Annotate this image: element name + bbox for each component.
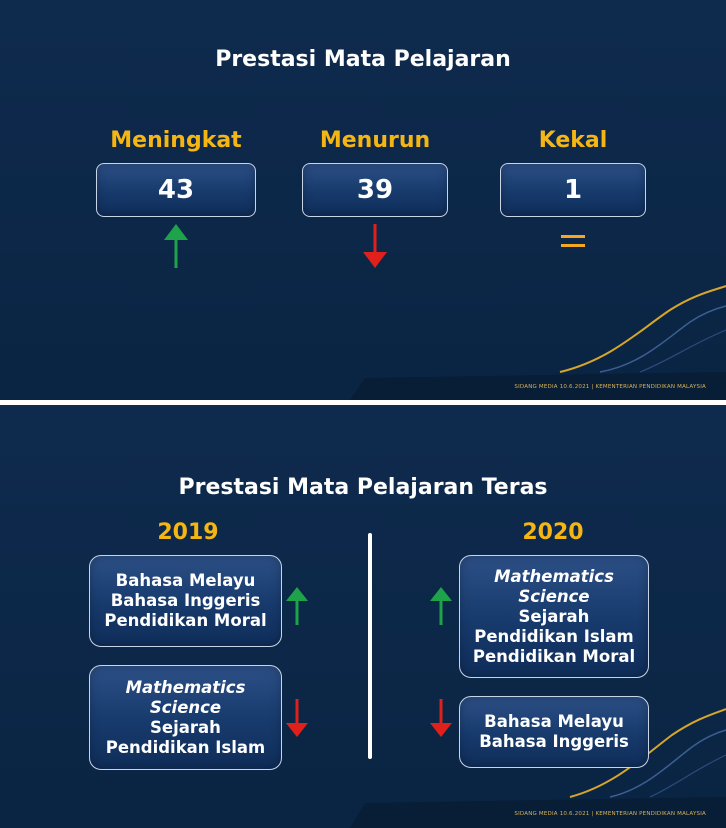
subject-item: Bahasa Melayu bbox=[484, 712, 624, 731]
subject-item: Mathematics bbox=[494, 566, 614, 586]
arrow-down-icon bbox=[430, 699, 452, 737]
stat-label-unchanged: Kekal bbox=[538, 128, 608, 153]
arrow-up-icon bbox=[430, 587, 452, 625]
subjects-2020-increased: Mathematics Science Sejarah Pendidikan I… bbox=[459, 555, 649, 678]
stat-label-increased: Meningkat bbox=[110, 128, 242, 153]
arrow-down-icon bbox=[363, 224, 387, 268]
arrow-down-icon bbox=[286, 699, 308, 737]
year-2019-label: 2019 bbox=[157, 520, 219, 545]
slide-core-subject-performance: Prestasi Mata Pelajaran Teras 2019 2020 … bbox=[0, 405, 726, 828]
stat-value-increased: 43 bbox=[96, 163, 256, 217]
subject-item: Sejarah bbox=[518, 606, 590, 626]
footer-caption: SIDANG MEDIA 10.6.2021 | KEMENTERIAN PEN… bbox=[514, 384, 706, 390]
arrow-up-icon bbox=[164, 224, 188, 268]
subject-item: Sejarah bbox=[150, 717, 221, 737]
subject-item: Bahasa Melayu bbox=[115, 571, 256, 590]
slide-subject-performance: Prestasi Mata Pelajaran Meningkat 43 Men… bbox=[0, 0, 726, 400]
subject-item: Science bbox=[149, 697, 222, 717]
subject-item: Pendidikan Moral bbox=[472, 646, 636, 666]
subject-item: Pendidikan Moral bbox=[104, 611, 267, 630]
subject-item: Pendidikan Islam bbox=[105, 737, 266, 757]
arrow-up-icon bbox=[286, 587, 308, 625]
subject-item: Bahasa Inggeris bbox=[479, 732, 629, 751]
subjects-2019-decreased: Mathematics Science Sejarah Pendidikan I… bbox=[89, 665, 282, 770]
subject-item: Bahasa Inggeris bbox=[110, 591, 261, 610]
subject-item: Pendidikan Islam bbox=[474, 626, 634, 646]
stat-value-unchanged: 1 bbox=[500, 163, 646, 217]
stat-value-decreased: 39 bbox=[302, 163, 448, 217]
subjects-2020-decreased: Bahasa Melayu Bahasa Inggeris bbox=[459, 696, 649, 768]
stat-label-decreased: Menurun bbox=[319, 128, 431, 153]
equals-icon bbox=[561, 235, 585, 247]
subjects-2019-increased: Bahasa Melayu Bahasa Inggeris Pendidikan… bbox=[89, 555, 282, 647]
slide-title: Prestasi Mata Pelajaran bbox=[215, 47, 511, 72]
vertical-divider bbox=[368, 533, 372, 759]
slide-title: Prestasi Mata Pelajaran Teras bbox=[178, 475, 548, 500]
footer-caption: SIDANG MEDIA 10.6.2021 | KEMENTERIAN PEN… bbox=[514, 811, 706, 817]
subject-item: Science bbox=[518, 586, 590, 606]
year-2020-label: 2020 bbox=[522, 520, 584, 545]
subject-item: Mathematics bbox=[125, 677, 246, 697]
